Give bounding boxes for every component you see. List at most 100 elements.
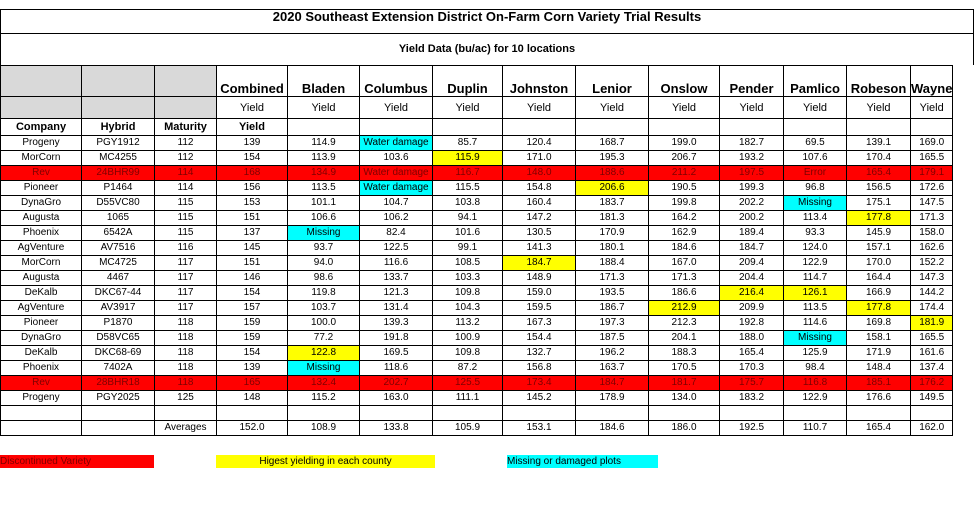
hybrid-cell: D58VC65 [81, 330, 155, 346]
yield-cell: 122.8 [287, 345, 360, 361]
yield-cell: 125.9 [783, 345, 847, 361]
yield-cell: 120.4 [502, 135, 576, 151]
yield-cell: 125.5 [432, 375, 503, 391]
company-cell: Pioneer [0, 180, 82, 196]
header-yield: Yield [359, 96, 433, 119]
header-empty-cell [846, 118, 911, 136]
yield-cell: 113.2 [432, 315, 503, 331]
yield-cell: 193.2 [719, 150, 784, 166]
yield-cell: 98.4 [783, 360, 847, 376]
maturity-cell: 115 [154, 195, 217, 211]
yield-cell: 126.1 [783, 285, 847, 301]
company-cell: Rev [0, 165, 82, 181]
yield-cell: 193.5 [575, 285, 649, 301]
yield-cell: 191.8 [359, 330, 433, 346]
table-row: Rev 28BHR18 118 165 132.4 202.7 125.5 173.4 184.… [0, 375, 954, 391]
header-yield: Yield [502, 96, 576, 119]
yield-cell: 182.7 [719, 135, 784, 151]
yield-cell: 199.0 [648, 135, 720, 151]
yield-cell: 186.7 [575, 300, 649, 316]
yield-cell: 154 [216, 345, 288, 361]
report-subtitle: Yield Data (bu/ac) for 10 locations [398, 43, 576, 55]
yield-cell: 82.4 [359, 225, 433, 241]
header-empty-cell [783, 118, 847, 136]
hybrid-cell: D55VC80 [81, 195, 155, 211]
header-location: Lenior [575, 65, 649, 97]
company-cell: Pioneer [0, 315, 82, 331]
company-cell: DynaGro [0, 195, 82, 211]
yield-cell: 184.7 [719, 240, 784, 256]
yield-cell: 118.6 [359, 360, 433, 376]
yield-cell: 165.5 [909, 150, 954, 166]
hybrid-cell: PGY2025 [81, 390, 155, 406]
maturity-cell: 116 [154, 240, 217, 256]
table-row: DynaGro D58VC65 118 159 77.2 191.8 100.9 154.4 1… [0, 330, 954, 346]
legend-missing: Missing or damaged plots [507, 455, 658, 468]
hybrid-cell: DKC67-44 [81, 285, 155, 301]
report-title: 2020 Southeast Extension District On-Far… [272, 9, 702, 24]
hybrid-cell: AV7516 [81, 240, 155, 256]
yield-cell: 93.7 [287, 240, 360, 256]
yield-cell: 183.7 [575, 195, 649, 211]
header-location: Bladen [287, 65, 360, 97]
yield-cell: 162.6 [909, 240, 954, 256]
yield-cell: 211.2 [648, 165, 720, 181]
yield-cell: 174.4 [909, 300, 954, 316]
yield-cell: 122.9 [783, 390, 847, 406]
table-row: Augusta 4467 117 146 98.6 133.7 103.3 148.9 171.… [0, 270, 954, 286]
yield-cell: 113.4 [783, 210, 847, 226]
yield-cell: 103.3 [432, 270, 503, 286]
company-cell: MorCorn [0, 150, 82, 166]
yield-cell: 195.3 [575, 150, 649, 166]
maturity-cell: 115 [154, 210, 217, 226]
yield-cell: Missing [783, 330, 847, 346]
hybrid-cell: 24BHR99 [81, 165, 155, 181]
legend-highest: Higest yielding in each county [216, 455, 435, 468]
yield-cell: 111.1 [432, 390, 503, 406]
yield-cell: 141.3 [502, 240, 576, 256]
yield-cell: 206.7 [648, 150, 720, 166]
maturity-cell: 125 [154, 390, 217, 406]
yield-cell: 113.5 [287, 180, 360, 196]
yield-cell: 145.9 [846, 225, 911, 241]
yield-cell: 99.1 [432, 240, 503, 256]
yield-cell: 115.2 [287, 390, 360, 406]
title-divider [0, 33, 974, 34]
header-empty-cell [575, 118, 649, 136]
yield-cell: 167.0 [648, 255, 720, 271]
yield-cell: 173.4 [502, 375, 576, 391]
yield-cell: 199.8 [648, 195, 720, 211]
yield-cell: 134.9 [287, 165, 360, 181]
average-cell: 165.4 [846, 420, 911, 436]
blank-cell [909, 405, 954, 421]
yield-cell: 122.9 [783, 255, 847, 271]
average-cell: 108.9 [287, 420, 360, 436]
yield-cell: 124.0 [783, 240, 847, 256]
yield-cell: 202.2 [719, 195, 784, 211]
yield-cell: 159.5 [502, 300, 576, 316]
yield-cell: 216.4 [719, 285, 784, 301]
header-yield: Yield [783, 96, 847, 119]
maturity-cell: 118 [154, 360, 217, 376]
yield-cell: 154.4 [502, 330, 576, 346]
maturity-cell: 118 [154, 375, 217, 391]
maturity-cell: 112 [154, 135, 217, 151]
yield-cell: 185.1 [846, 375, 911, 391]
average-cell: 192.5 [719, 420, 784, 436]
yield-cell: 171.0 [502, 150, 576, 166]
yield-cell: 196.2 [575, 345, 649, 361]
company-cell: DynaGro [0, 330, 82, 346]
average-cell: 152.0 [216, 420, 288, 436]
yield-cell: 188.3 [648, 345, 720, 361]
table-row: Pioneer P1464 114 156 113.5 Water damage 115.5… [0, 180, 954, 196]
yield-cell: 94.1 [432, 210, 503, 226]
yield-cell: 181.9 [909, 315, 954, 331]
yield-cell: 96.8 [783, 180, 847, 196]
blank-cell [502, 405, 576, 421]
yield-cell: 172.6 [909, 180, 954, 196]
header-combined-yield: Yield [216, 118, 288, 136]
yield-cell: 106.6 [287, 210, 360, 226]
yield-cell: 137.4 [909, 360, 954, 376]
company-cell: AgVenture [0, 240, 82, 256]
yield-cell: 109.8 [432, 285, 503, 301]
